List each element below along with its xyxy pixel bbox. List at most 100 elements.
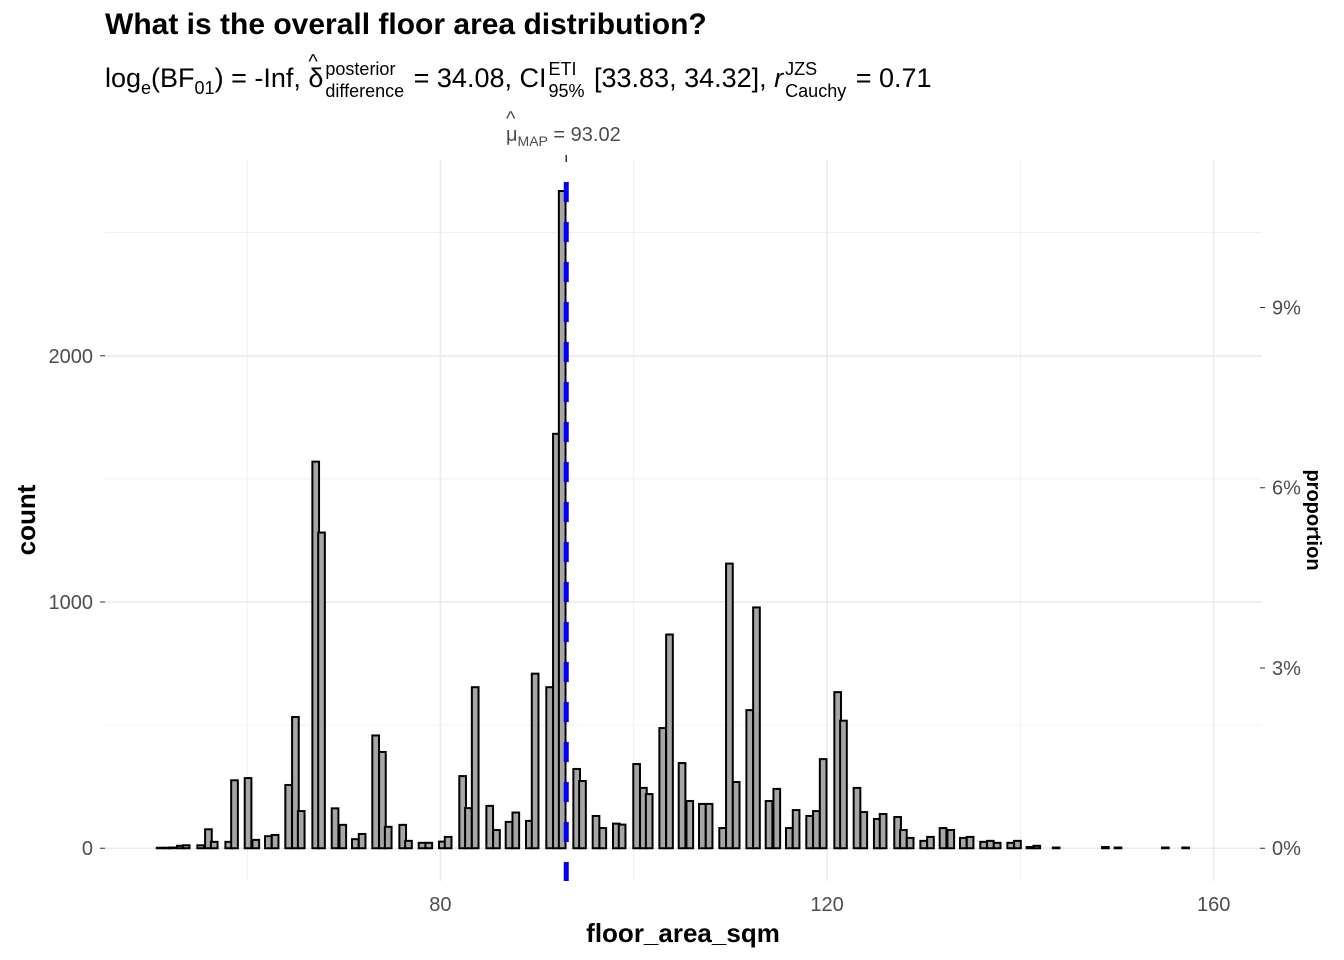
histogram-bar [230,779,239,850]
histogram-bar [1025,846,1035,850]
bf-arg-sub: 01 [194,78,215,99]
histogram-bar [791,809,801,850]
histogram-bar [371,734,380,850]
histogram-bar [464,807,473,850]
histogram-bar [196,844,206,850]
histogram-bar [617,823,627,850]
histogram-bar [805,814,814,850]
histogram-bar [859,811,869,850]
ci-scripts: ETI 95% [548,58,584,102]
y2-tick-label: 3% [1272,658,1301,680]
histogram-bar [181,844,191,850]
chart-subtitle: loge(BF01) = -Inf, δposteriordifference … [105,42,932,108]
delta-sup: posterior [325,59,396,79]
histogram-bar [812,810,821,850]
histogram-bar [632,763,641,850]
histogram-bar [485,804,495,850]
histogram-bar [878,813,888,850]
delta-symbol: δ [308,42,323,98]
histogram-bar [1181,846,1190,850]
r-sup: JZS [785,59,818,79]
histogram-bar [578,780,587,850]
histogram-bar [926,835,935,850]
histogram-bar [946,829,956,850]
histogram-bar [919,839,929,850]
histogram-bar [1101,846,1110,850]
histogram-bar [852,786,862,850]
histogram-bar [545,686,554,850]
histogram-bar [818,758,828,850]
histogram-bar [511,811,521,850]
histogram-bar [338,823,348,850]
histogram-bar [1113,846,1123,850]
histogram-bar [899,829,908,850]
histogram-bar [745,709,755,850]
histogram-bar [905,836,915,850]
bf-arg: (BF [151,63,195,94]
y2-tick-label: 0% [1272,838,1301,860]
histogram-bar [591,814,601,850]
histogram-bar [383,825,393,850]
x-axis-label: floor_area_sqm [586,918,780,948]
histogram-bar [204,828,213,850]
histogram-bar [155,846,165,850]
y-tick-label: 1000 [49,592,94,614]
histogram-bar [1051,846,1061,850]
y2-tick-label: 6% [1272,478,1301,500]
histogram-bar [644,793,654,850]
bars [155,190,1190,850]
histogram-bar [938,827,948,850]
map-value: = 93.02 [547,124,621,146]
delta-value: = 34.08, CI [406,63,547,94]
histogram-bar [677,762,687,850]
histogram-bar [424,841,434,850]
histogram-bar [378,750,387,850]
histogram-bar [357,832,367,850]
axes: 0 1000 2000 80 120 160 0% 3% 6% 9% [49,297,1302,916]
histogram-bar [598,827,608,850]
histogram-bar [685,799,695,850]
histogram-bar [492,829,501,850]
histogram-bar [725,562,734,850]
histogram-bar [839,719,848,850]
delta-sub: difference [325,81,405,101]
histogram-bar [317,531,326,850]
y-tick-label: 0 [82,838,93,860]
histogram-bar [330,807,340,850]
histogram-bar [351,838,360,850]
histogram-bar [965,835,975,850]
ci-value: [33.83, 34.32], [586,63,775,94]
histogram-bar [243,777,253,850]
mu-symbol: μ [506,108,518,147]
y-tick-label: 2000 [49,346,94,368]
histogram-bar [718,827,727,850]
histogram-bar [530,672,540,850]
bf-value: = -Inf, [223,63,309,94]
histogram-bar [251,838,261,850]
ci-sub: 95% [548,81,585,101]
bf-close: ) [214,63,224,94]
histogram-bar [752,606,761,850]
histogram-bar [1032,844,1042,850]
histogram-bar [504,820,514,850]
bf-log: log [105,63,142,94]
histogram-bar [1161,846,1170,850]
histogram-bar [704,802,714,850]
histogram-bar [209,840,219,850]
histogram-bar [658,727,668,850]
x-tick-label: 160 [1197,894,1230,916]
histogram-bar [785,827,794,850]
histogram-bar [470,686,480,850]
histogram-bar [168,846,177,850]
ci-sup: ETI [548,59,577,79]
histogram-bar [979,840,988,850]
y2-axis-label: proportion [1302,469,1324,570]
x-tick-label: 80 [429,894,451,916]
x-tick-label: 120 [810,894,843,916]
histogram-bar [764,799,774,850]
histogram-bar [992,841,1002,850]
map-label: μMAP = 93.02 [506,108,621,149]
histogram-bar [1006,841,1016,850]
r-scripts: JZS Cauchy [785,58,846,102]
histogram-bar [398,823,408,850]
